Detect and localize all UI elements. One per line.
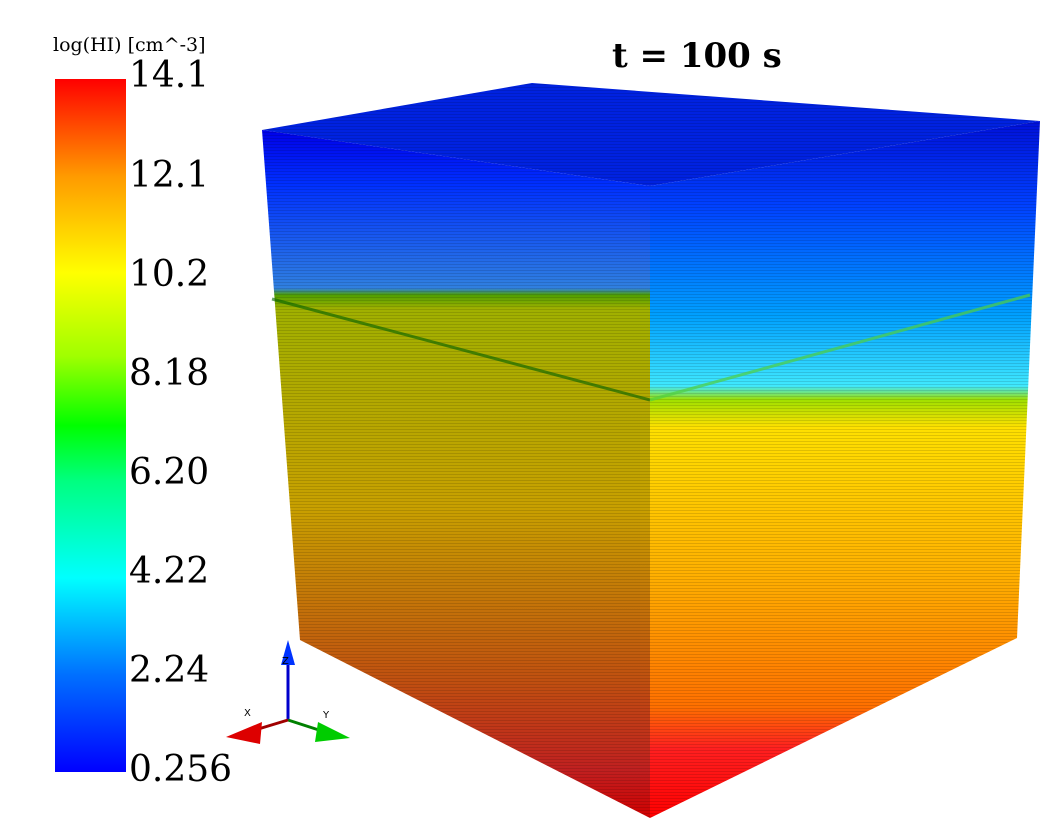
colorbar-tick: 12.1 — [129, 155, 210, 196]
axis-z-label: Z — [282, 656, 289, 667]
colorbar-tick-min: 0.256 — [129, 749, 233, 790]
colorbar-title: log(HI) [cm^-3] — [53, 34, 206, 56]
colorbar-tick: 10.2 — [129, 254, 210, 295]
colorbar-tick: 4.22 — [129, 551, 210, 592]
colorbar — [55, 79, 126, 772]
axis-x-label: X — [244, 708, 251, 719]
axis-y-label: Y — [322, 710, 330, 721]
colorbar-tick-max: 14.1 — [129, 55, 210, 96]
colorbar-tick: 8.18 — [129, 353, 210, 394]
colorbar-tick: 6.20 — [129, 452, 210, 493]
time-label: t = 100 s — [612, 36, 782, 76]
colorbar-tick: 2.24 — [129, 650, 210, 691]
axes-triad: Z X Y — [226, 640, 350, 744]
